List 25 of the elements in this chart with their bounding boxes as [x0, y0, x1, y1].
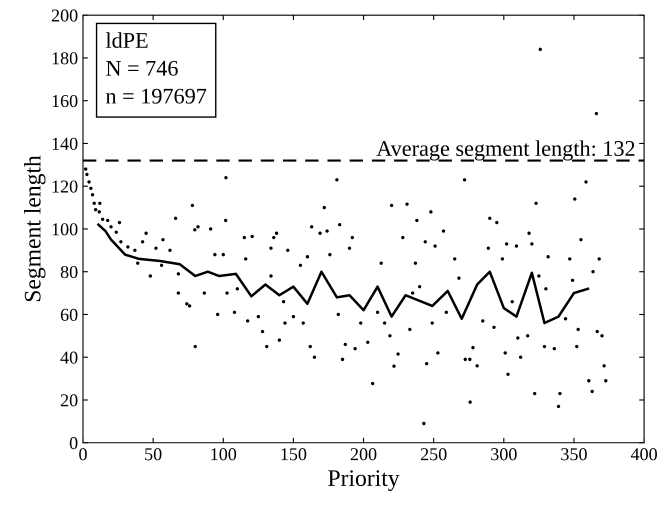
y-tick-label: 180	[52, 52, 78, 64]
x-tick-label: 250	[420, 448, 447, 460]
y-tick-label: 60	[60, 308, 78, 321]
annotation: ldPE N = 746 n = 197697	[106, 32, 206, 104]
y-tick-label: 120	[52, 180, 78, 193]
x-tick-label: 300	[491, 448, 517, 460]
ref-line-label: Average segment length: 132	[376, 140, 634, 161]
x-tick-label: 200	[350, 448, 376, 460]
x-tick-label: 100	[211, 448, 236, 460]
line-series	[97, 223, 590, 324]
x-tick-label: 350	[561, 448, 587, 460]
y-tick-label: 140	[52, 138, 78, 150]
y-tick-label: 80	[60, 266, 78, 278]
x-axis-title: Priority	[328, 470, 400, 491]
y-tick-label: 0	[70, 437, 78, 450]
y-tick-label: 20	[60, 394, 78, 406]
x-tick-label: 400	[630, 448, 657, 460]
y-axis-title: Segment length	[24, 156, 46, 302]
y-tick-label: 40	[60, 351, 78, 364]
x-tick-label: 0	[79, 448, 87, 460]
y-tick-label: 100	[52, 223, 78, 236]
x-tick-label: 50	[145, 448, 162, 460]
y-tick-label: 200	[52, 9, 78, 22]
x-tick-label: 150	[281, 448, 306, 460]
y-tick-label: 160	[52, 94, 78, 108]
